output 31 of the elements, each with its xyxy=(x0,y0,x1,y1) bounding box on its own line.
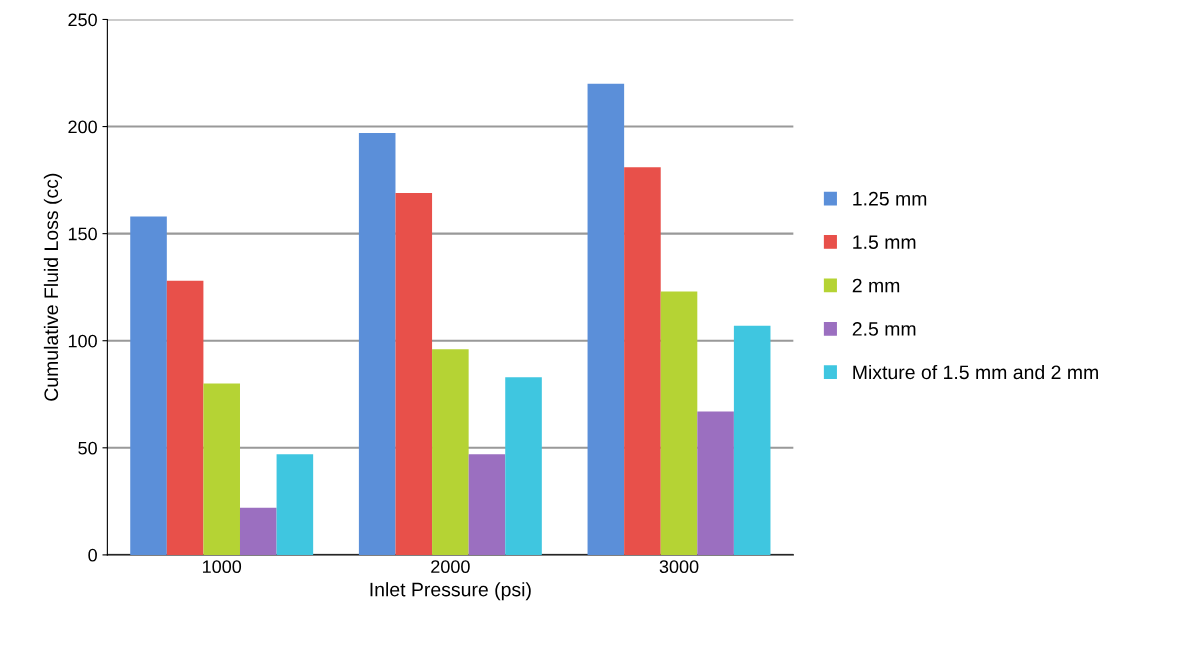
x-tick-label: 3000 xyxy=(659,560,699,574)
bar xyxy=(130,216,167,555)
y-tick-label: 50 xyxy=(78,441,97,455)
y-tick-label: 150 xyxy=(68,227,97,241)
y-tick-label: 250 xyxy=(68,13,97,27)
bar xyxy=(660,291,698,555)
bar xyxy=(505,377,542,555)
bar xyxy=(239,507,277,555)
x-tick-label: 1000 xyxy=(202,560,242,574)
legend-label: 2.5 mm xyxy=(852,322,916,336)
y-tick-label: 100 xyxy=(68,334,97,348)
legend-label: Mixture of 1.5 mm and 2 mm xyxy=(853,364,1098,380)
y-tick-label: 0 xyxy=(88,548,97,562)
bar xyxy=(166,280,204,555)
bar xyxy=(432,349,469,555)
y-tick-label: 200 xyxy=(68,120,97,134)
bar xyxy=(697,411,734,555)
bar xyxy=(624,167,661,555)
bar xyxy=(203,383,240,555)
x-tick-label: 2000 xyxy=(431,560,470,574)
legend-label: 1.25 mm xyxy=(853,191,927,206)
legend-label: 1.5 mm xyxy=(853,235,916,249)
bar xyxy=(276,454,314,555)
bar xyxy=(358,132,396,555)
bar xyxy=(395,192,433,555)
legend-label: 2 mm xyxy=(852,278,900,293)
bar xyxy=(587,83,625,555)
bar xyxy=(733,325,771,555)
x-axis-title: Inlet Pressure (psi) xyxy=(370,582,531,601)
bar xyxy=(468,454,506,555)
y-axis-title: Cumulative Fluid Loss (cc) xyxy=(43,173,62,401)
